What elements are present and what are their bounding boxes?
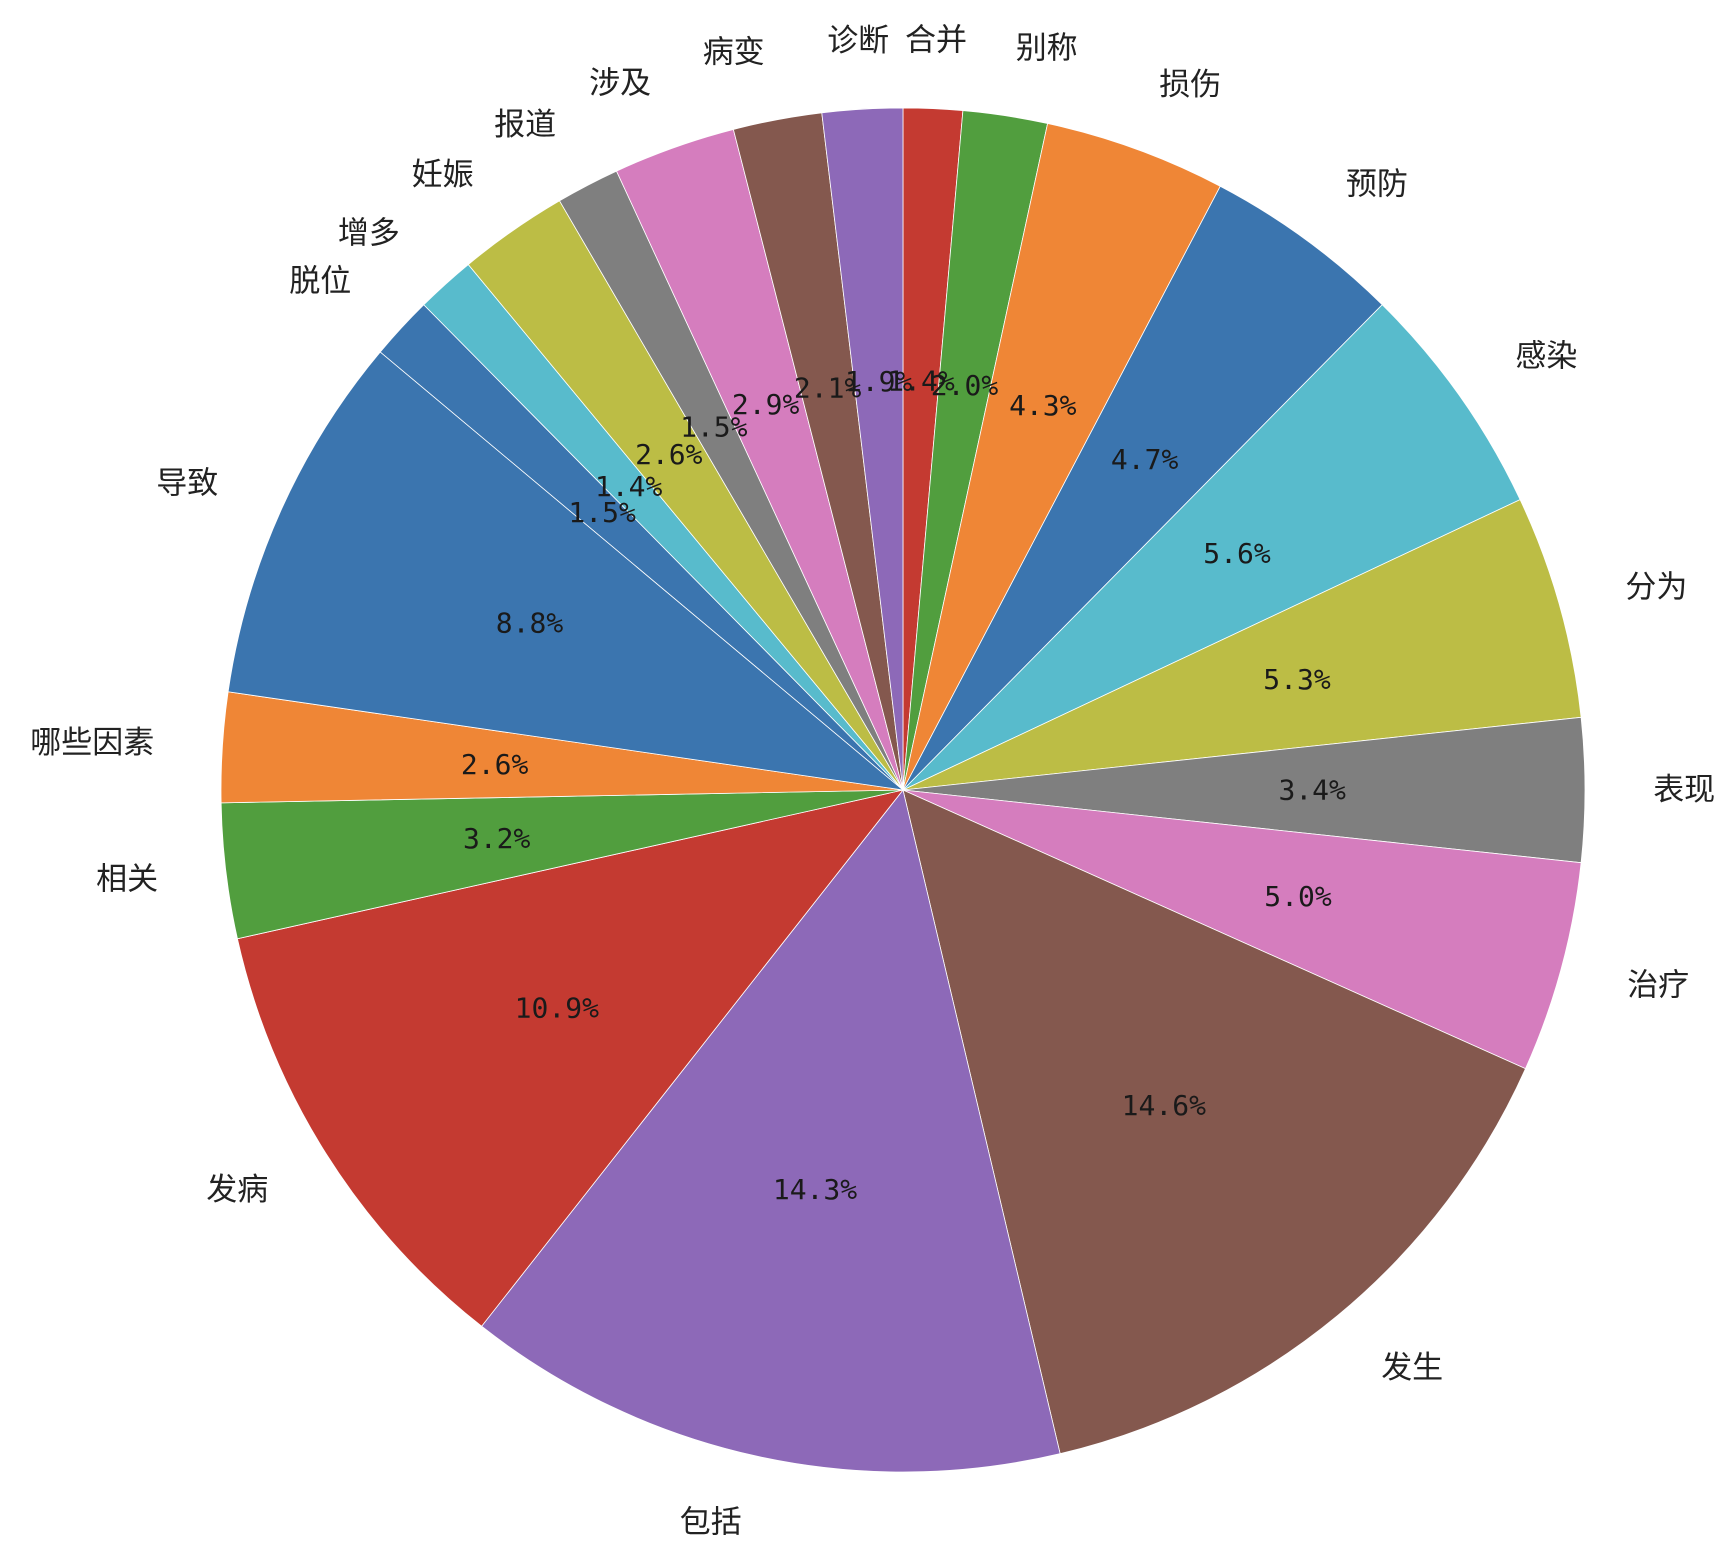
slice-20-category-label: 病变 <box>703 35 765 71</box>
slice-14-category-label: 导致 <box>156 465 218 501</box>
slice-8-percent-label: 5.0% <box>1264 880 1332 913</box>
slice-8-category-label: 治疗 <box>1627 968 1689 1004</box>
slice-13-category-label: 哪些因素 <box>30 725 154 761</box>
slice-19-percent-label: 2.9% <box>732 388 800 421</box>
slice-5-category-label: 感染 <box>1515 339 1577 375</box>
slice-4-percent-label: 4.7% <box>1111 443 1179 476</box>
slice-3-percent-label: 4.3% <box>1009 389 1077 422</box>
slice-9-percent-label: 14.6% <box>1122 1089 1206 1122</box>
slice-20-percent-label: 2.1% <box>794 371 862 404</box>
slice-3-wedge <box>902 123 1221 791</box>
slice-21-category-label: 诊断 <box>827 23 889 59</box>
slice-5-wedge <box>902 304 1521 791</box>
slice-17-percent-label: 2.6% <box>635 438 703 471</box>
slice-13-percent-label: 2.6% <box>461 748 529 781</box>
slice-16-category-label: 增多 <box>338 216 400 252</box>
slice-6-category-label: 分为 <box>1625 570 1687 606</box>
slice-2-category-label: 别称 <box>1016 30 1078 66</box>
slice-12-percent-label: 3.2% <box>463 822 531 855</box>
slice-16-percent-label: 1.4% <box>595 470 663 503</box>
slice-8-wedge <box>902 789 1582 1070</box>
slice-3-category-label: 损伤 <box>1159 67 1221 103</box>
slice-14-percent-label: 8.8% <box>496 606 564 639</box>
slice-11-percent-label: 10.9% <box>515 992 599 1025</box>
slice-1-percent-label: 1.4% <box>887 365 955 398</box>
slice-9-wedge <box>902 789 1526 1455</box>
slice-18-percent-label: 1.5% <box>680 411 748 444</box>
slice-6-percent-label: 5.3% <box>1263 663 1331 696</box>
slice-4-category-label: 预防 <box>1346 167 1408 203</box>
slice-4-wedge <box>902 185 1383 791</box>
slice-11-category-label: 发病 <box>206 1172 268 1208</box>
slice-6-wedge <box>902 499 1582 791</box>
slice-7-percent-label: 3.4% <box>1278 774 1346 807</box>
slice-12-category-label: 相关 <box>96 861 158 897</box>
slice-21-percent-label: 1.9% <box>845 365 913 398</box>
slice-1-category-label: 合并 <box>905 23 967 59</box>
percent-labels: 1.4%2.0%4.3%4.7%5.6%5.3%3.4%5.0%14.6%14.… <box>461 365 1346 1206</box>
slice-15-category-label: 脱位 <box>289 264 351 300</box>
slice-2-percent-label: 2.0% <box>931 369 999 402</box>
slice-7-category-label: 表现 <box>1653 772 1715 808</box>
slice-18-category-label: 报道 <box>494 107 556 143</box>
slice-11-wedge <box>236 789 905 1327</box>
slice-14-wedge <box>227 351 905 791</box>
slice-19-category-label: 涉及 <box>589 65 651 101</box>
slice-15-percent-label: 1.5% <box>568 496 636 529</box>
slice-10-category-label: 包括 <box>680 1505 742 1541</box>
slice-10-percent-label: 14.3% <box>773 1173 857 1206</box>
pie-wedges <box>220 107 1586 1473</box>
slice-10-wedge <box>481 789 1061 1473</box>
slice-9-category-label: 发生 <box>1381 1350 1443 1386</box>
slice-17-category-label: 妊娠 <box>412 157 474 193</box>
slice-21-wedge <box>821 107 904 791</box>
slice-5-percent-label: 5.6% <box>1203 537 1271 570</box>
